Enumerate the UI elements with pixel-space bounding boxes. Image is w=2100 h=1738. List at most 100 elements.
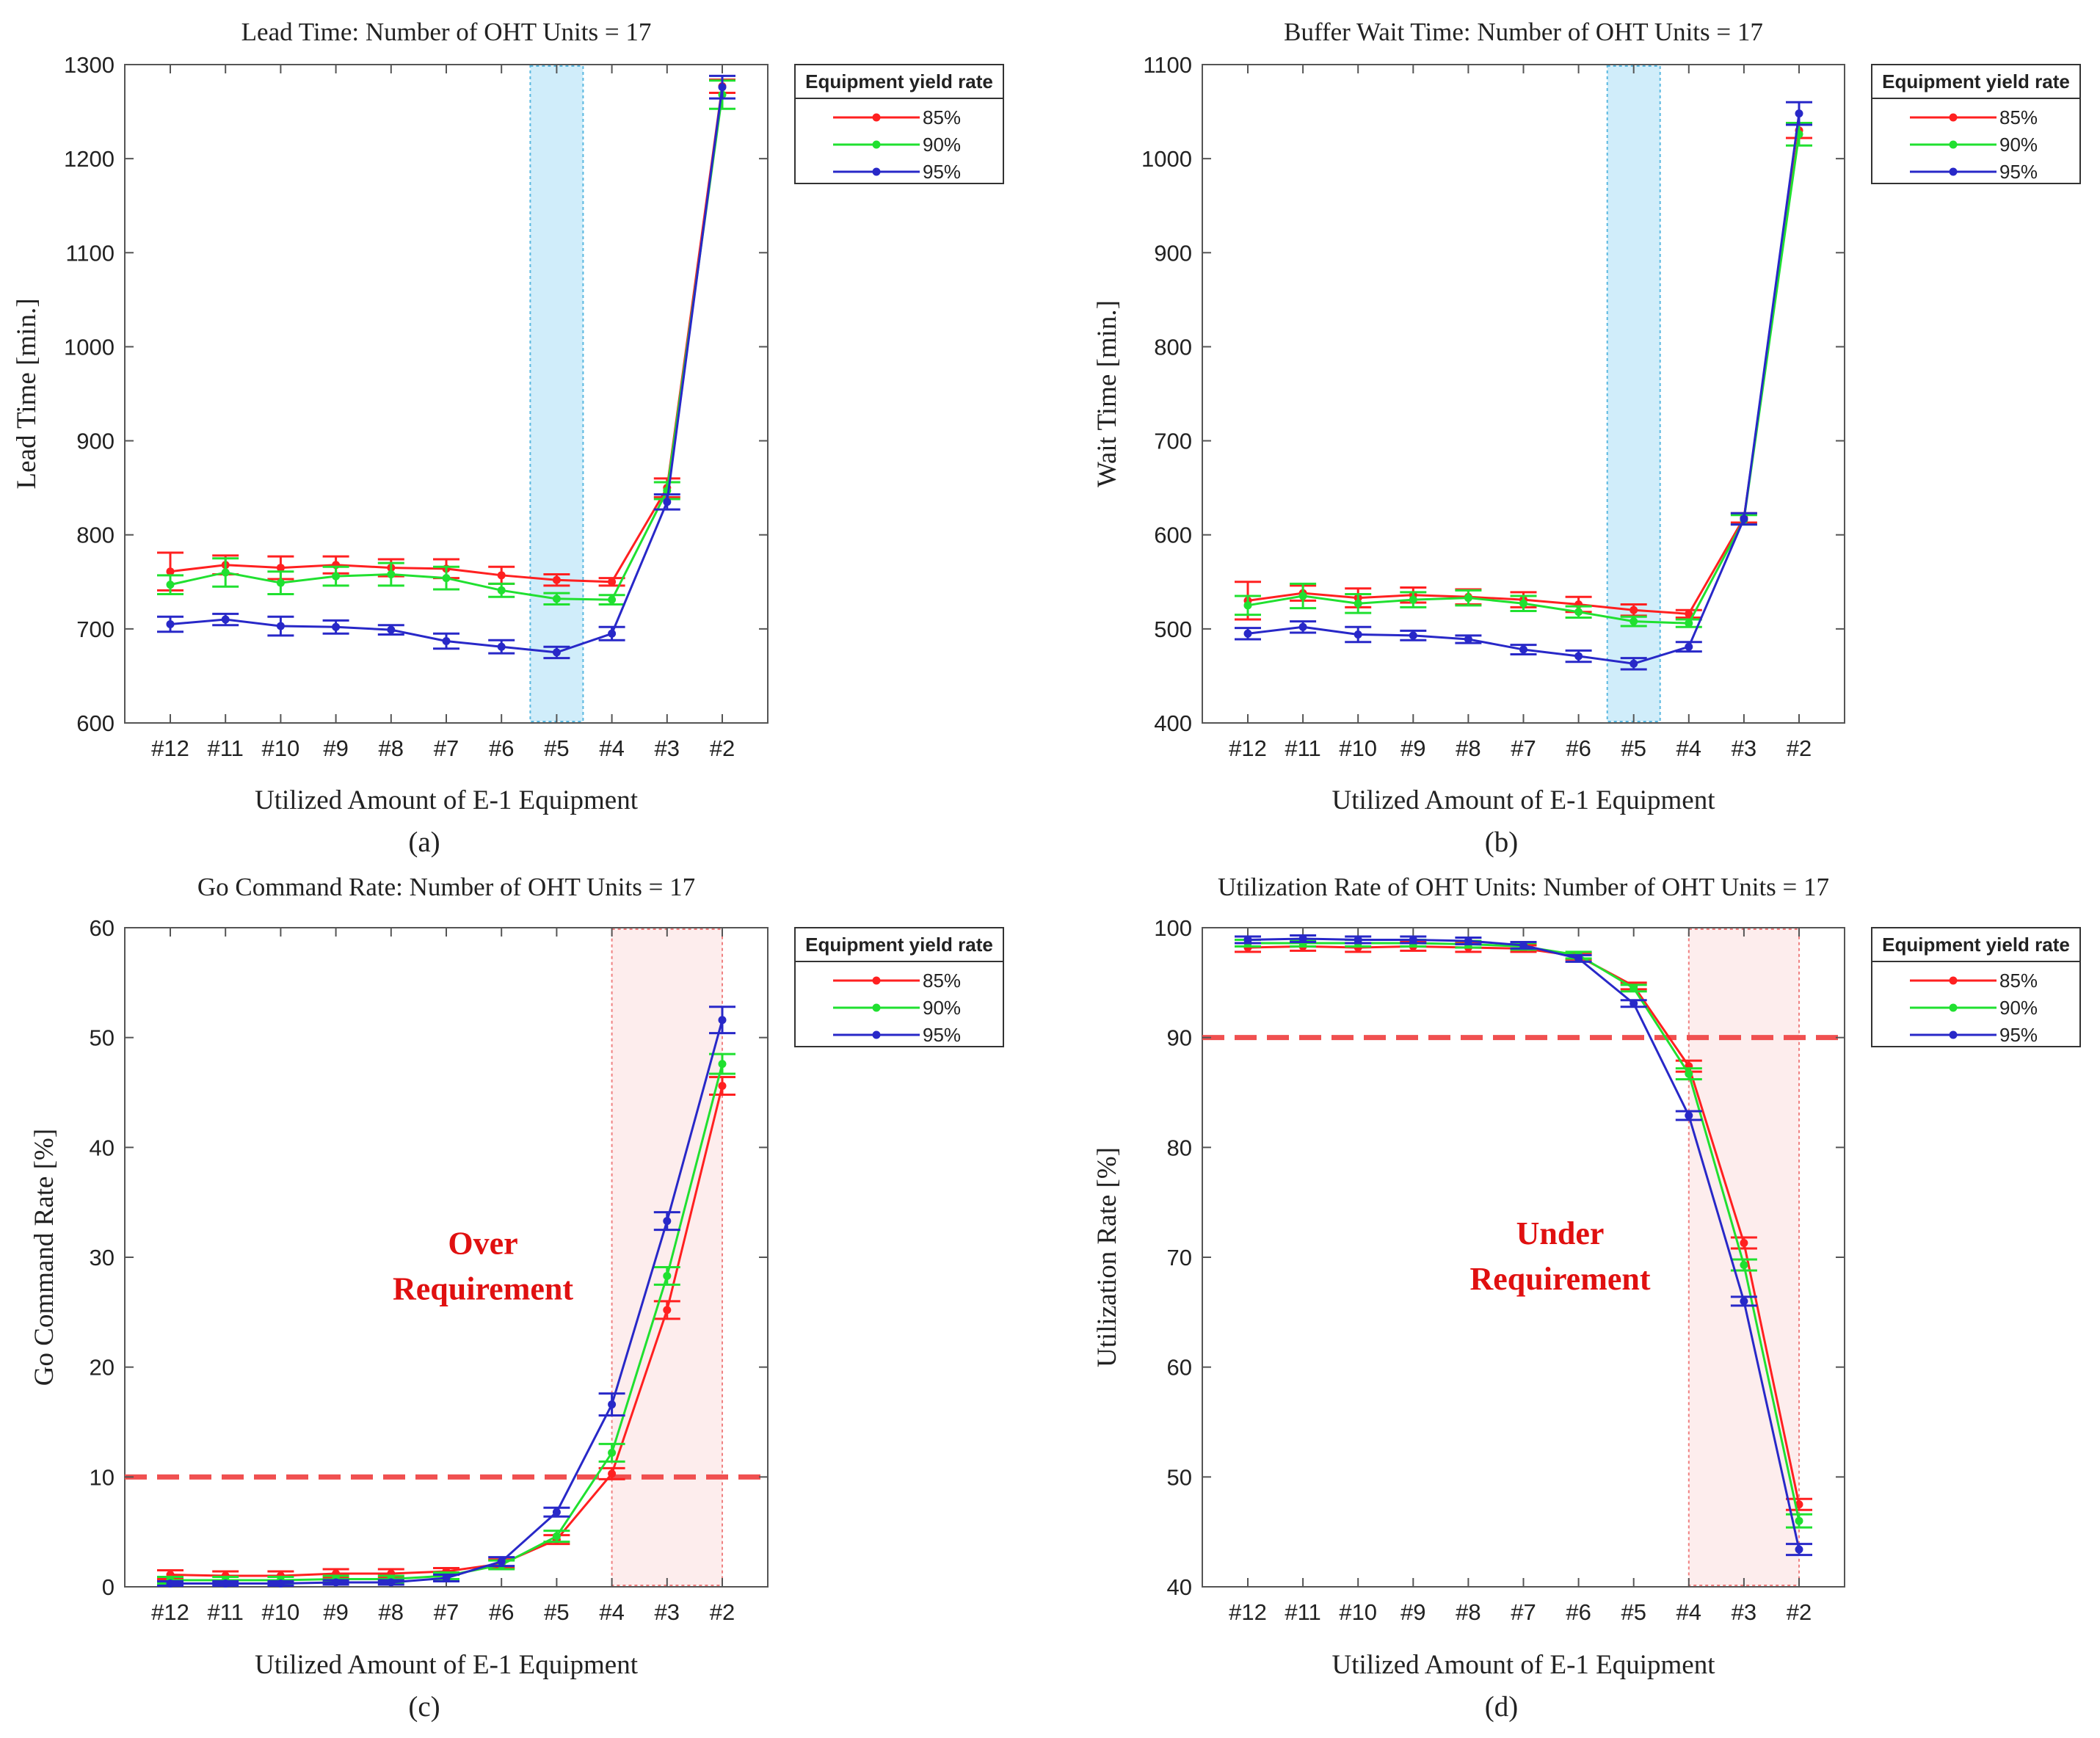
y-tick-label: 1300	[64, 52, 115, 78]
legend-marker	[1949, 976, 1958, 985]
data-point	[332, 622, 341, 631]
y-tick-label: 700	[1154, 429, 1192, 454]
data-point	[332, 1578, 341, 1587]
highlight-region	[611, 928, 723, 1586]
x-tick-label: #3	[655, 1599, 680, 1625]
x-axis-label: Utilized Amount of E-1 Equipment	[255, 785, 639, 815]
legend: Equipment yield rate 85% 90% 95%	[1871, 64, 2081, 184]
legend-marker	[1949, 1003, 1958, 1012]
data-point	[1409, 595, 1417, 604]
data-point	[1630, 606, 1638, 614]
highlight-region	[1687, 928, 1801, 1586]
data-point	[552, 595, 561, 603]
data-point	[332, 572, 341, 581]
y-tick-label: 500	[1154, 617, 1192, 642]
data-point	[387, 570, 396, 579]
x-tick-label: #10	[262, 735, 300, 761]
panel-label: (a)	[408, 826, 440, 858]
legend-label-95%: 95%	[1999, 161, 2038, 183]
data-point	[1740, 1297, 1748, 1306]
legend-box	[1871, 927, 2081, 1047]
data-point	[1685, 1111, 1693, 1120]
x-tick-label: #12	[1229, 735, 1267, 761]
y-tick-label: 20	[90, 1355, 115, 1381]
data-point	[663, 1271, 672, 1280]
data-point	[608, 595, 617, 604]
data-point	[552, 575, 561, 584]
annotation-line-2: Requirement	[1469, 1261, 1650, 1297]
x-tick-label: #6	[489, 735, 514, 761]
x-tick-label: #11	[1285, 1599, 1320, 1625]
data-point	[497, 1557, 506, 1566]
data-point	[221, 568, 230, 577]
x-tick-label: #8	[1456, 735, 1480, 761]
x-tick-label: #11	[207, 1599, 243, 1625]
data-point	[166, 619, 175, 628]
chart-panel-a: 600 700 800 900 1000 1100 1200 1300 #12 #11 #10 #9 #…	[12, 18, 1004, 858]
data-point	[608, 1469, 617, 1478]
y-tick-label: 80	[1167, 1135, 1192, 1160]
y-tick-label: 800	[76, 523, 115, 548]
legend-label-95%: 95%	[923, 161, 961, 183]
chart-panel-b: 400 500 600 700 800 900 1000 1100 #12 #11 #10 #9 #8 #…	[1092, 18, 2081, 858]
data-point	[1740, 515, 1748, 523]
data-point	[1298, 592, 1307, 600]
data-point	[1740, 1239, 1748, 1248]
legend: Equipment yield rate 85% 90% 95%	[794, 64, 1004, 184]
legend-label-90%: 90%	[923, 997, 961, 1019]
highlight-region	[529, 65, 584, 722]
data-point	[1685, 642, 1693, 651]
chart-title: Lead Time: Number of OHT Units = 17	[241, 18, 652, 46]
x-tick-label: #4	[1676, 735, 1701, 761]
data-point	[1519, 645, 1527, 654]
data-point	[1298, 934, 1307, 943]
data-point	[1630, 983, 1638, 992]
data-point	[497, 586, 506, 595]
data-point	[166, 567, 175, 576]
data-point	[1685, 1069, 1693, 1078]
data-point	[221, 1579, 230, 1588]
legend-title: Equipment yield rate	[805, 934, 993, 956]
x-tick-label: #6	[1566, 1599, 1591, 1625]
x-tick-label: #12	[1229, 1599, 1267, 1625]
legend-marker	[1949, 167, 1958, 176]
y-tick-label: 1200	[64, 146, 115, 172]
data-point	[608, 1400, 617, 1409]
y-tick-label: 600	[76, 710, 115, 736]
x-tick-label: #10	[262, 1599, 300, 1625]
legend-label-95%: 95%	[923, 1024, 961, 1046]
y-tick-label: 900	[1154, 240, 1192, 266]
y-tick-label: 700	[76, 617, 115, 642]
legend-marker	[872, 1003, 881, 1012]
y-tick-label: 40	[1167, 1574, 1192, 1600]
data-point	[1795, 109, 1803, 118]
data-point	[1795, 1516, 1803, 1525]
legend-title: Equipment yield rate	[1882, 70, 2070, 92]
x-tick-label: #5	[544, 1599, 569, 1625]
y-tick-label: 400	[1154, 710, 1192, 736]
data-point	[663, 1217, 672, 1226]
y-tick-label: 60	[90, 915, 115, 941]
data-point	[1464, 594, 1472, 603]
y-tick-label: 40	[90, 1135, 115, 1160]
x-tick-label: #4	[599, 1599, 624, 1625]
data-point	[1795, 1545, 1803, 1554]
x-axis-label: Utilized Amount of E-1 Equipment	[1331, 1650, 1715, 1680]
data-point	[552, 1508, 561, 1516]
data-point	[1409, 935, 1417, 944]
data-point	[1630, 659, 1638, 668]
data-point	[1464, 635, 1472, 644]
legend-box	[1871, 64, 2081, 184]
y-tick-label: 30	[90, 1245, 115, 1270]
data-point	[608, 1448, 617, 1457]
x-tick-label: #2	[710, 1599, 735, 1625]
x-tick-label: #8	[379, 1599, 404, 1625]
y-tick-label: 800	[1154, 334, 1192, 360]
x-tick-label: #8	[1456, 1599, 1480, 1625]
annotation-line-2: Requirement	[393, 1271, 573, 1307]
data-point	[1243, 935, 1252, 944]
data-point	[442, 574, 451, 583]
data-point	[387, 625, 396, 634]
legend-label-90%: 90%	[923, 134, 961, 156]
y-tick-label: 60	[1167, 1355, 1192, 1381]
